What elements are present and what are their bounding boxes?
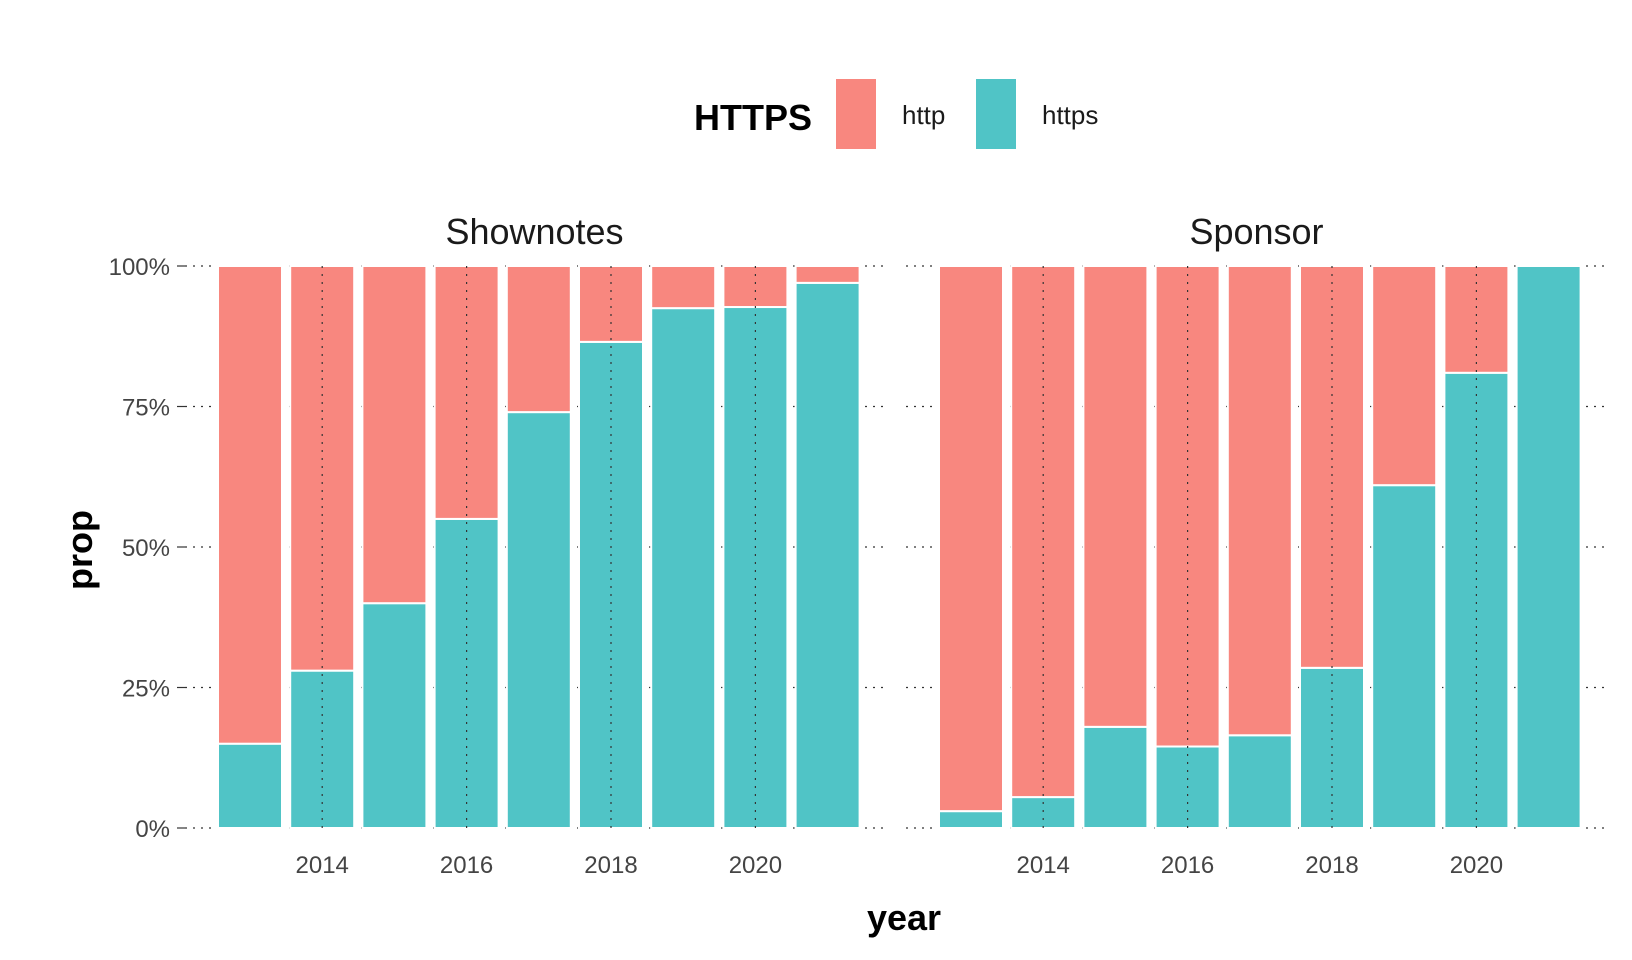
y-tick-label: 50% <box>122 535 170 562</box>
bar-http-2014 <box>289 265 356 672</box>
bar-https-2019 <box>1371 484 1438 829</box>
bar-https-2014 <box>1010 796 1077 830</box>
bar-https-2013 <box>217 742 283 830</box>
bar-http-2021 <box>794 265 861 284</box>
y-tick-label: 100% <box>109 254 170 281</box>
bar-https-2019 <box>650 307 717 829</box>
legend-label-https: https <box>1042 100 1098 130</box>
bar-https-2021 <box>1515 265 1582 829</box>
bar-https-2017 <box>1226 734 1293 830</box>
bar-http-2019 <box>1371 265 1438 487</box>
y-tick-label: 25% <box>122 676 170 703</box>
legend-key-https <box>976 79 1016 149</box>
bar-http-2013 <box>217 265 283 745</box>
y-axis-title: prop <box>59 510 100 590</box>
x-tick-label: 2020 <box>1450 852 1503 879</box>
x-axis-title: year <box>867 897 941 938</box>
bar-http-2019 <box>650 265 717 310</box>
legend: HTTPS http https <box>694 79 1098 149</box>
bar-http-2015 <box>361 265 428 605</box>
bar-http-2017 <box>1226 265 1293 737</box>
legend-title: HTTPS <box>694 97 812 138</box>
panel-shownotes: 2014 2016 2018 2020 Shownotes 0% 25% 50% 75% 100% <box>109 211 884 879</box>
bar-https-2020 <box>722 306 789 829</box>
x-tick-label: 2014 <box>1017 852 1070 879</box>
bar-https-2014 <box>289 669 356 830</box>
x-tick-label: 2016 <box>1161 852 1214 879</box>
bar-https-2020 <box>1443 371 1510 829</box>
x-tick-label: 2014 <box>296 852 349 879</box>
bar-https-2015 <box>361 602 428 830</box>
bar-http-2017 <box>505 265 572 414</box>
bar-http-2015 <box>1082 265 1149 728</box>
legend-key-http <box>836 79 876 149</box>
x-tick-label: 2018 <box>584 852 637 879</box>
x-tick-label: 2020 <box>729 852 782 879</box>
x-tick-label: 2016 <box>440 852 493 879</box>
bar-https-2016 <box>433 517 500 830</box>
facet-panels: 2014 2016 2018 2020 Shownotes 0% 25% 50% 75% 100%… <box>109 211 1607 879</box>
bar-https-2013 <box>938 810 1004 830</box>
bar-https-2021 <box>794 281 861 829</box>
legend-label-http: http <box>902 100 945 130</box>
bar-http-2013 <box>938 265 1004 813</box>
panel-sponsor: 2014 2016 2018 2020 Sponsor <box>906 211 1607 879</box>
bar-https-2015 <box>1082 725 1149 830</box>
bar-http-2018 <box>578 265 644 343</box>
bar-https-2017 <box>505 411 572 829</box>
strip-label: Shownotes <box>445 211 623 252</box>
y-tick-label: 75% <box>122 395 170 422</box>
strip-label: Sponsor <box>1189 211 1323 252</box>
y-tick-label: 0% <box>135 816 170 843</box>
x-tick-label: 2018 <box>1305 852 1358 879</box>
bar-http-2016 <box>433 265 500 520</box>
bar-http-2020 <box>722 265 789 309</box>
